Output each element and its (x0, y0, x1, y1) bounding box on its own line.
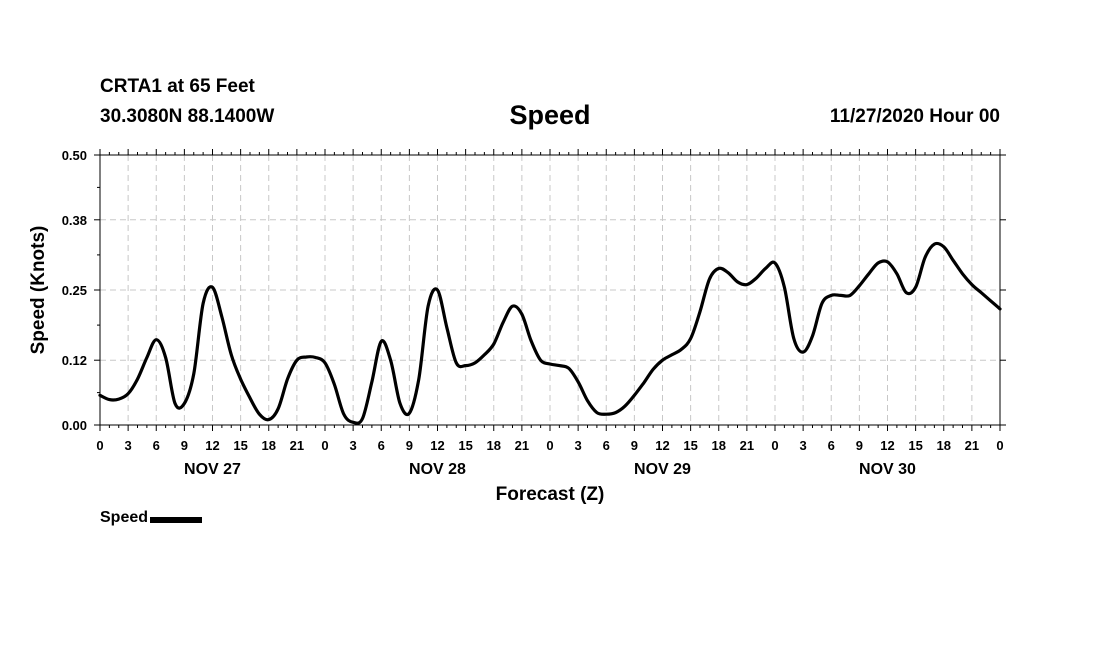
y-tick-label: 0.25 (62, 283, 87, 298)
grid-lines (100, 155, 1000, 425)
x-tick-label: 15 (683, 438, 697, 453)
x-tick-label: 0 (771, 438, 778, 453)
x-tick-label: 0 (546, 438, 553, 453)
y-tick-labels: 0.00 0.12 0.25 0.38 0.50 (62, 148, 87, 433)
speed-series-line (98, 241, 1002, 425)
x-tick-labels: 0 3 6 9 12 15 18 21 0 3 6 9 12 15 18 21 0 3 6 9 12 15 18 21 0 3 6 9… (96, 438, 1003, 453)
x-tick-label: 12 (430, 438, 444, 453)
x-tick-label: 3 (575, 438, 582, 453)
chart-title: Speed (509, 100, 591, 130)
x-tick-label: 15 (233, 438, 247, 453)
day-label: NOV 29 (634, 461, 691, 478)
x-tick-label: 6 (828, 438, 835, 453)
x-tick-label: 9 (631, 438, 638, 453)
x-tick-label: 18 (487, 438, 501, 453)
day-labels: NOV 27 NOV 28 NOV 29 NOV 30 (184, 461, 916, 478)
x-tick-label: 6 (378, 438, 385, 453)
x-tick-label: 21 (965, 438, 979, 453)
x-tick-label: 3 (800, 438, 807, 453)
x-axis-title: Forecast (Z) (496, 484, 605, 505)
x-tick-label: 15 (458, 438, 472, 453)
x-tick-label: 12 (655, 438, 669, 453)
day-label: NOV 27 (184, 461, 241, 478)
x-tick-label: 18 (937, 438, 951, 453)
y-tick-label: 0.38 (62, 213, 87, 228)
x-tick-label: 9 (856, 438, 863, 453)
x-tick-label: 18 (262, 438, 276, 453)
y-axis-title: Speed (Knots) (28, 226, 49, 355)
day-label: NOV 28 (409, 461, 466, 478)
x-tick-label: 3 (350, 438, 357, 453)
x-tick-label: 21 (290, 438, 304, 453)
y-tick-label: 0.00 (62, 418, 87, 433)
day-label: NOV 30 (859, 461, 916, 478)
x-tick-label: 21 (515, 438, 529, 453)
x-tick-label: 6 (153, 438, 160, 453)
x-tick-label: 3 (125, 438, 132, 453)
x-tick-label: 18 (712, 438, 726, 453)
station-label: CRTA1 at 65 Feet (100, 76, 255, 97)
axis-ticks (94, 149, 1006, 431)
x-tick-label: 0 (996, 438, 1003, 453)
x-tick-label: 0 (321, 438, 328, 453)
legend: Speed (100, 509, 203, 527)
legend-swatch-speed (150, 517, 203, 523)
x-tick-label: 9 (181, 438, 188, 453)
y-tick-label: 0.12 (62, 353, 87, 368)
coordinates-label: 30.3080N 88.1400W (100, 106, 275, 127)
y-tick-label: 0.50 (62, 148, 87, 163)
legend-label-speed: Speed (100, 509, 149, 526)
x-tick-label: 9 (406, 438, 413, 453)
x-tick-label: 12 (880, 438, 894, 453)
x-tick-label: 12 (205, 438, 219, 453)
x-tick-label: 21 (740, 438, 754, 453)
x-tick-label: 6 (603, 438, 610, 453)
x-tick-label: 15 (908, 438, 922, 453)
x-tick-label: 0 (96, 438, 103, 453)
forecast-run-time: 11/27/2020 Hour 00 (829, 106, 1000, 127)
